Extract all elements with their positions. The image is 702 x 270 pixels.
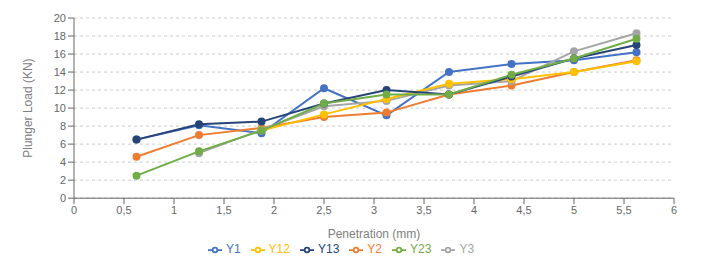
- svg-text:2: 2: [60, 174, 66, 186]
- html-text:Y2: Y2: [367, 242, 382, 257]
- svg-text:3: 3: [371, 204, 377, 216]
- svg-text:5,5: 5,5: [616, 204, 631, 216]
- svg-text:Plunger Load (KN): Plunger Load (KN): [21, 58, 35, 157]
- html-text:Y3: Y3: [459, 242, 475, 257]
- svg-text:2,5: 2,5: [316, 204, 331, 216]
- svg-text:4: 4: [471, 204, 477, 216]
- svg-text:3,5: 3,5: [416, 204, 431, 216]
- svg-text:16: 16: [54, 48, 66, 60]
- html-text:Y1: Y1: [225, 242, 241, 257]
- svg-text:0: 0: [60, 192, 66, 204]
- html-text:Y13: Y13: [318, 242, 340, 257]
- html-text:Y12: Y12: [268, 242, 290, 257]
- svg-text:0,5: 0,5: [116, 204, 131, 216]
- svg-text:4,5: 4,5: [516, 204, 531, 216]
- svg-text:1: 1: [171, 204, 177, 216]
- svg-text:8: 8: [60, 120, 66, 132]
- svg-text:2: 2: [271, 204, 277, 216]
- svg-text:18: 18: [54, 30, 66, 42]
- svg-text:6: 6: [671, 204, 677, 216]
- svg-text:0: 0: [71, 204, 77, 216]
- svg-text:5: 5: [571, 204, 577, 216]
- svg-text:1,5: 1,5: [216, 204, 231, 216]
- svg-text:6: 6: [60, 138, 66, 150]
- svg-text:10: 10: [54, 102, 66, 114]
- html-text:Y23: Y23: [410, 242, 432, 257]
- svg-text:20: 20: [54, 12, 66, 24]
- svg-text:Penetration (mm): Penetration (mm): [328, 227, 421, 241]
- svg-text:4: 4: [60, 156, 66, 168]
- svg-text:12: 12: [54, 84, 66, 96]
- svg-text:14: 14: [54, 66, 66, 78]
